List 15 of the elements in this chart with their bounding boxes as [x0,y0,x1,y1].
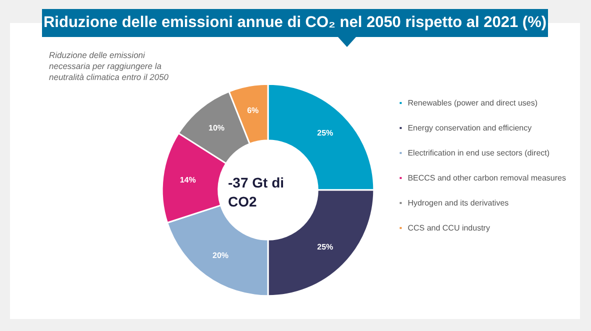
legend-label: Renewables (power and direct uses) [408,98,538,108]
data-label: 20% [212,250,229,260]
chart-subtitle: Riduzione delle emissioni necessaria per raggiungere la neutralità climatica entro il 2050 [49,50,170,83]
chart-title: Riduzione delle emissioni annue di CO₂ nel 2050 rispetto al 2021 (%) [42,9,548,37]
data-label: 6% [247,106,259,116]
legend-label: CCS and CCU industry [408,224,490,232]
data-label: 25% [317,242,334,252]
data-label: 10% [208,123,225,132]
data-label: 25% [317,128,334,138]
legend-label: Electrification in end use sectors (direct) [408,148,550,158]
legend-label: Hydrogen and its derivatives [408,198,509,208]
legend-label: BECCS and other carbon removal measures [408,174,566,182]
data-label: 14% [180,175,196,184]
text: -37 Gt di CO2 [228,174,288,210]
legend-label: Energy conservation and efficiency [408,124,532,132]
